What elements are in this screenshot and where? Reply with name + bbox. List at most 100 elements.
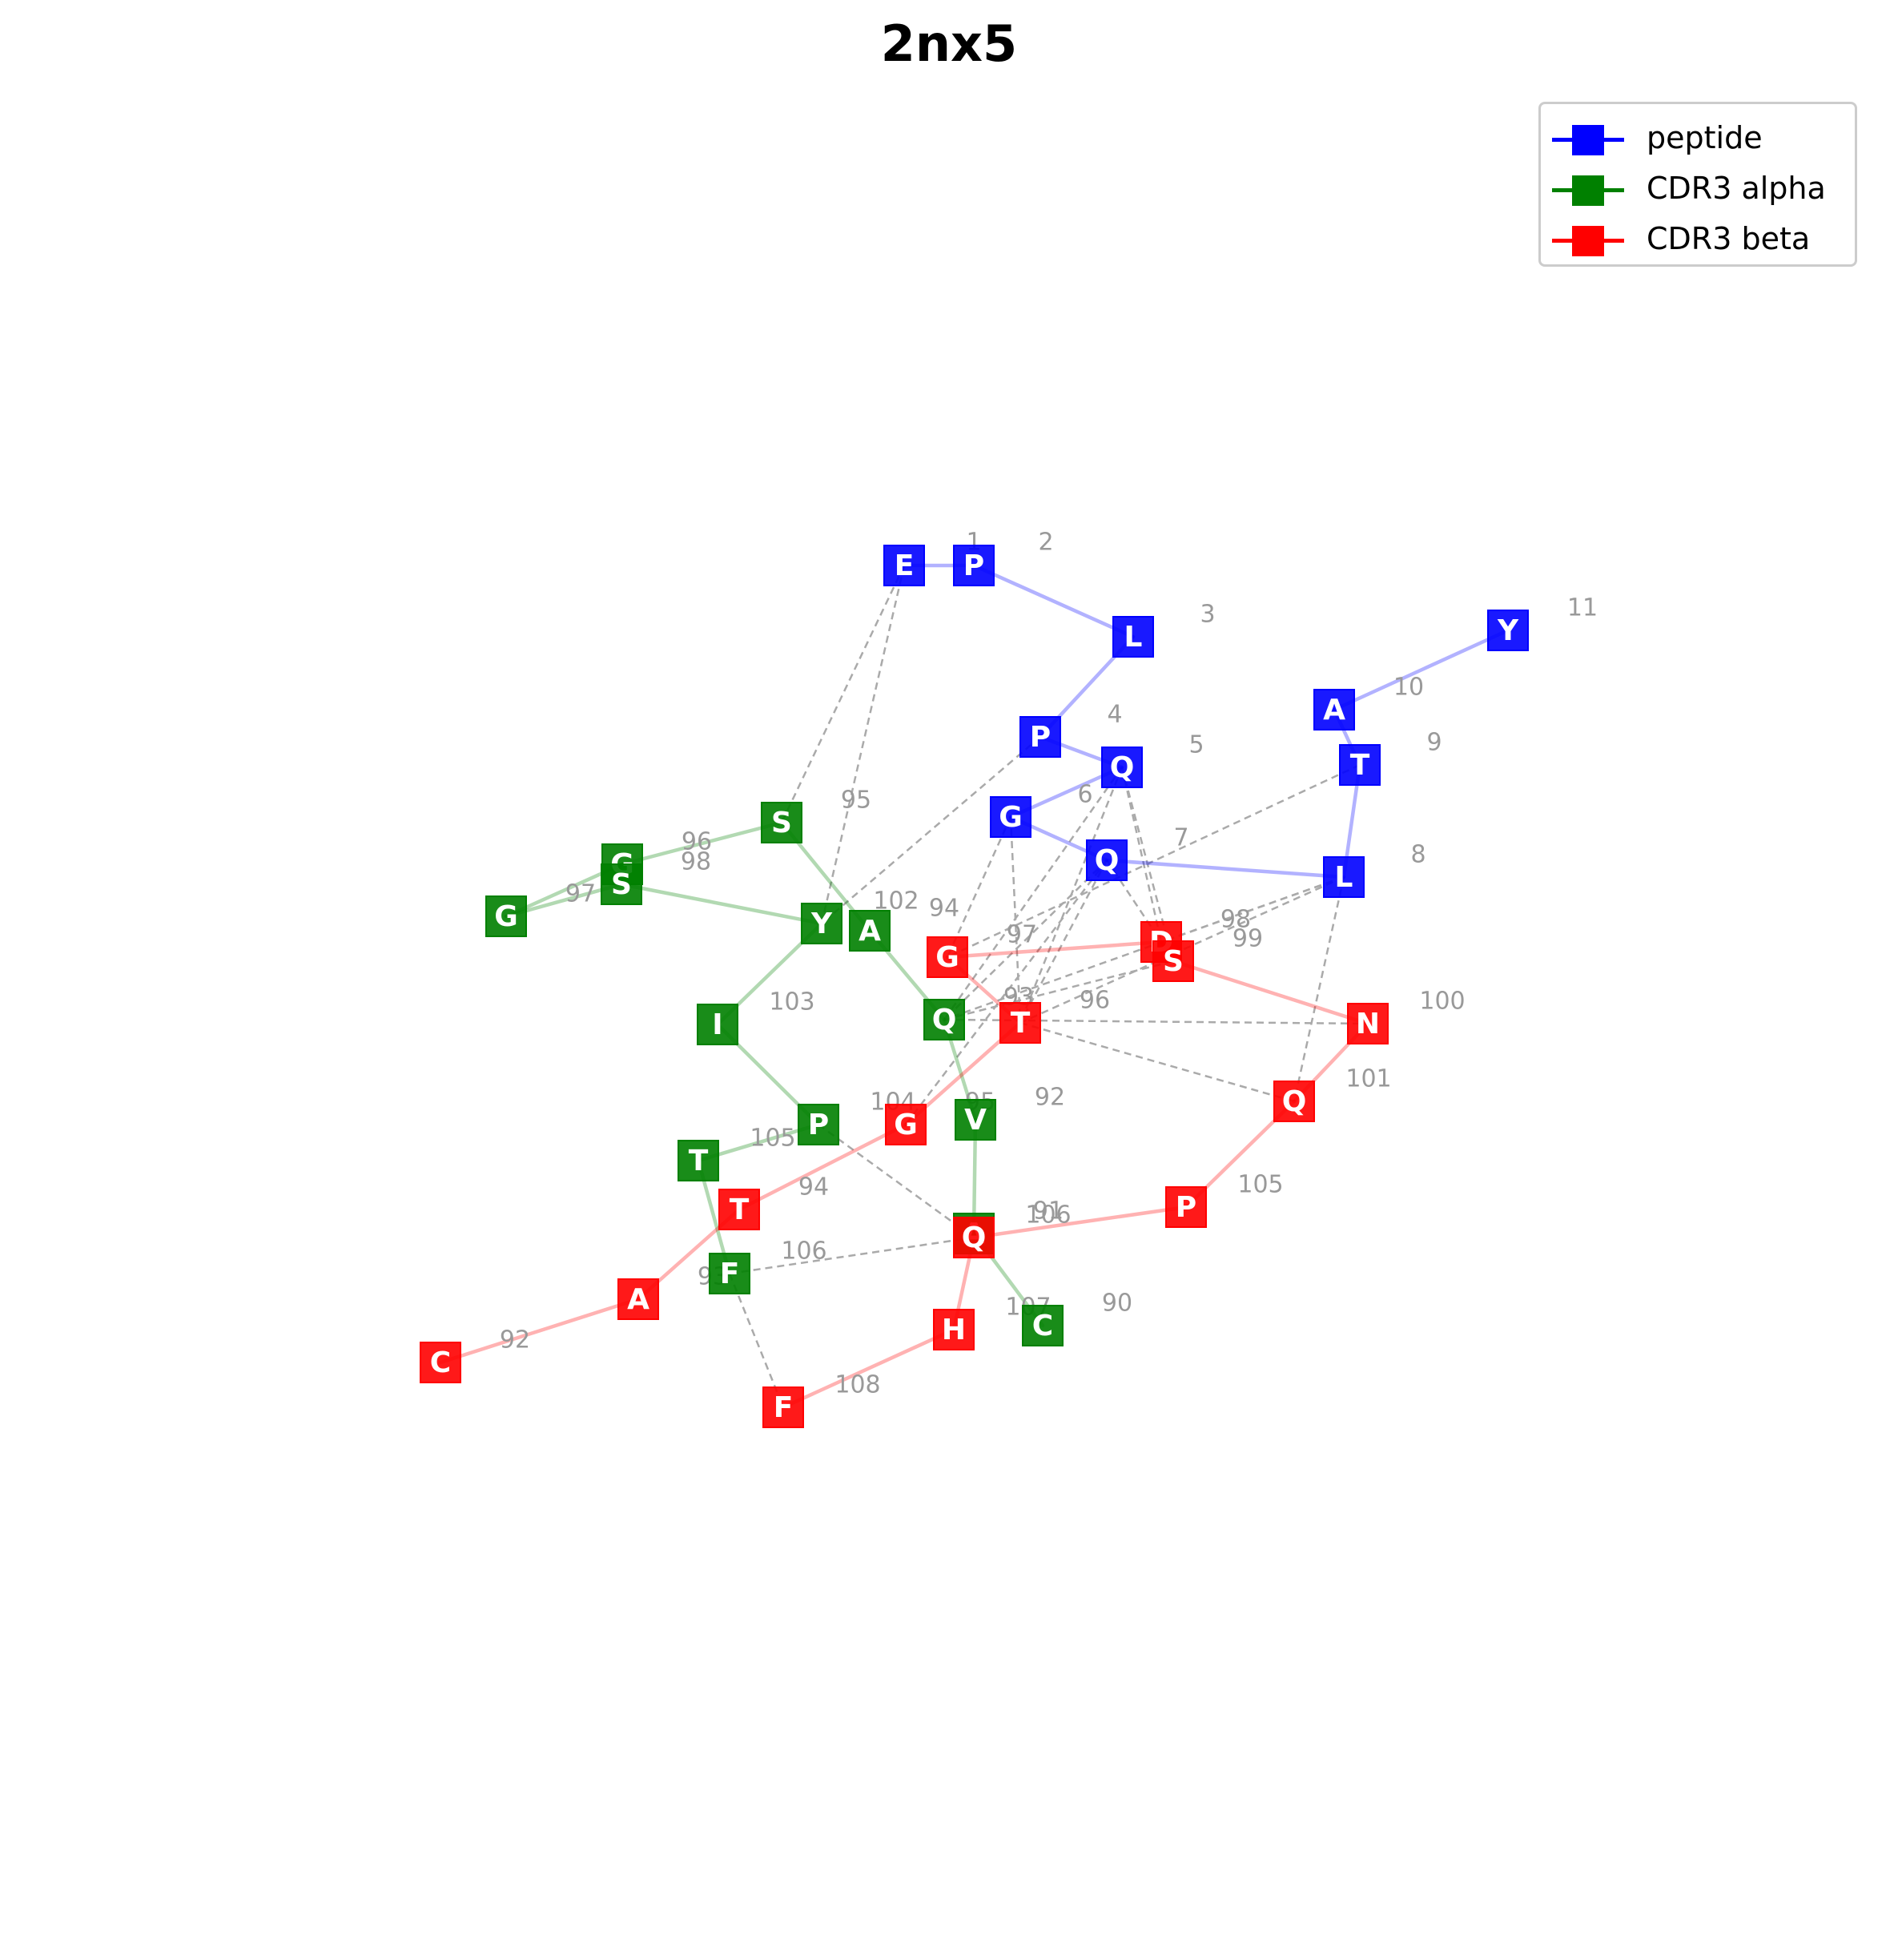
backbone-edge-b105-b106: [971, 1205, 1188, 1240]
residue-letter-p4: P: [1030, 721, 1051, 754]
backbone-edge-b94-b95: [737, 1122, 908, 1212]
residue-number-b101: 101: [1345, 1065, 1391, 1093]
residue-node-b96: T: [999, 1002, 1041, 1044]
residue-number-a92: 92: [1035, 1084, 1065, 1112]
residue-letter-b107: H: [942, 1314, 966, 1346]
residue-marker-b97: [927, 936, 968, 978]
legend: peptide CDR3 alpha CDR3 beta: [1538, 102, 1857, 267]
residue-node-b99: S: [1152, 940, 1194, 982]
legend-label-cdr3-alpha: CDR3 alpha: [1647, 171, 1826, 206]
contact-edge-p6-b96: [1009, 816, 1022, 1024]
residue-number-a105: 105: [750, 1125, 795, 1153]
residue-number-b98: 98: [1220, 906, 1251, 934]
backbone-edge-b97-b98: [945, 940, 1164, 960]
contact-edges: [728, 565, 1369, 1408]
residue-letter-b108: F: [774, 1391, 794, 1424]
residue-node-p8: L: [1323, 856, 1365, 898]
residue-number-b96: 96: [1080, 987, 1110, 1015]
residue-nodes: EPLPQGQLTAYCAVQASGGSYIPTFCATGTGDSNQPQHF: [420, 545, 1529, 1428]
residue-number-a98: 98: [681, 848, 711, 876]
residue-letter-p1: E: [895, 549, 915, 582]
residue-number-a103: 103: [769, 988, 814, 1016]
residue-number-a96: 96: [682, 828, 712, 856]
residue-number-p9: 9: [1426, 729, 1442, 757]
residue-marker-a93: [923, 999, 965, 1040]
residue-letter-p2: P: [963, 549, 984, 582]
contact-edge-p7-a93: [943, 859, 1108, 1020]
residue-node-a102: Y: [801, 903, 842, 944]
contact-edge-p5-b98: [1120, 767, 1163, 943]
residue-node-p1: E: [883, 545, 925, 586]
backbone-edge-p2-p3: [971, 563, 1136, 639]
residue-number-a97: 97: [565, 880, 596, 908]
residue-letter-b106: Q: [962, 1221, 987, 1254]
residue-number-p5: 5: [1188, 731, 1204, 759]
residue-node-b94: T: [718, 1189, 760, 1230]
backbone-edge-b99-b100: [1171, 959, 1370, 1026]
residue-letter-p7: Q: [1095, 844, 1120, 877]
contact-edge-p8-b101: [1293, 876, 1345, 1102]
residue-marker-b96: [999, 1002, 1041, 1044]
contact-edge-a93-b99: [943, 960, 1174, 1021]
residue-numbers: 1 234567891011909192939495969798102103104…: [500, 529, 1598, 1399]
backbone-edge-b107-b108: [781, 1327, 956, 1410]
residue-marker-p7: [1086, 839, 1128, 881]
residue-node-b95: G: [885, 1104, 927, 1145]
contact-edge-p1-a95: [780, 565, 906, 823]
contact-edge-p1-a102: [820, 565, 906, 924]
residue-marker-b105: [1165, 1186, 1207, 1228]
residue-marker-a94: [849, 910, 891, 952]
residue-marker-p5: [1101, 747, 1143, 788]
residue-marker-a103: [697, 1004, 738, 1045]
residue-node-a95: S: [761, 802, 802, 843]
legend-item-cdr3-alpha: CDR3 alpha: [1541, 167, 1855, 215]
residue-node-a90: C: [1022, 1305, 1064, 1346]
residue-node-a92: V: [955, 1099, 996, 1141]
residue-node-b108: F: [762, 1386, 804, 1428]
residue-number-b100: 100: [1419, 988, 1465, 1016]
residue-number-p2: 2: [1038, 529, 1053, 557]
legend-marker-cdr3-alpha: [1572, 175, 1604, 206]
contact-edge-p7-b96: [1019, 859, 1108, 1024]
legend-item-cdr3-beta: CDR3 beta: [1541, 218, 1855, 266]
residue-letter-a106: F: [720, 1258, 740, 1290]
residue-marker-a102: [801, 903, 842, 944]
residue-marker-p8: [1323, 856, 1365, 898]
residue-node-a106: F: [709, 1253, 750, 1294]
residue-node-b101: Q: [1273, 1081, 1315, 1122]
residue-letter-a93: Q: [932, 1004, 957, 1036]
diagram-title: 2nx5: [880, 14, 1018, 73]
backbone-edge-b92-b93: [438, 1297, 641, 1365]
residue-node-b93: A: [617, 1278, 659, 1320]
residue-number-a106: 106: [781, 1238, 826, 1266]
residue-node-p2: P: [953, 545, 995, 586]
residue-letter-b99: S: [1163, 945, 1184, 978]
residue-marker-a106: [709, 1253, 750, 1294]
residue-node-p9: T: [1339, 744, 1381, 786]
residue-node-b107: H: [933, 1309, 975, 1350]
residue-node-a105: T: [678, 1140, 719, 1181]
residue-marker-p6: [990, 796, 1031, 838]
residue-number-p6: 6: [1077, 781, 1092, 809]
residue-marker-b99: [1152, 940, 1194, 982]
residue-number-b97: 97: [1007, 921, 1037, 949]
legend-marker-peptide: [1572, 125, 1604, 155]
residue-marker-b101: [1273, 1081, 1315, 1122]
residue-node-p5: Q: [1101, 747, 1143, 788]
residue-number-a95: 95: [841, 787, 871, 815]
residue-number-b108: 108: [834, 1371, 880, 1399]
residue-marker-b93: [617, 1278, 659, 1320]
residue-marker-p9: [1339, 744, 1381, 786]
backbone-edge-a98-a102: [619, 882, 824, 926]
residue-number-p7: 7: [1173, 824, 1188, 852]
residue-letter-b100: N: [1356, 1008, 1380, 1040]
residue-letter-p8: L: [1335, 861, 1353, 894]
residue-number-b105: 105: [1237, 1171, 1283, 1199]
contact-edge-p5-a93: [943, 767, 1124, 1020]
residue-node-p6: G: [990, 796, 1031, 838]
residue-number-p3: 3: [1200, 601, 1215, 629]
residue-marker-b108: [762, 1386, 804, 1428]
residue-marker-a98: [601, 863, 642, 905]
residue-node-a103: I: [697, 1004, 738, 1045]
residue-node-a97: G: [485, 895, 527, 937]
